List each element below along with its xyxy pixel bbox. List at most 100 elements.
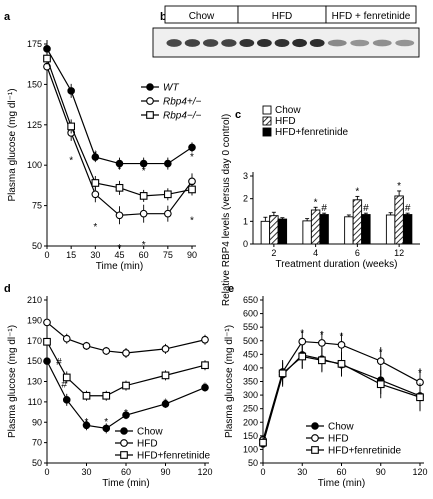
data-point-hfd-fenretinide [298, 352, 307, 361]
y-tick-label: 170 [27, 336, 42, 346]
x-tick-label: 6 [355, 248, 360, 258]
data-point-chow [43, 357, 51, 365]
y-tick-label: 300 [243, 390, 258, 400]
y-tick-label: 190 [27, 315, 42, 325]
legend-marker-chow [120, 427, 128, 435]
legend-marker-hfd [120, 439, 128, 447]
group-label-hfd: HFD [272, 11, 293, 22]
x-tick-label: 90 [376, 467, 386, 477]
bar-hfd-fenretinide [277, 218, 288, 245]
data-point-wt [188, 143, 196, 152]
legend-swatch-hfd-fenretinide [262, 127, 272, 137]
data-point-hfd-fenretinide [416, 393, 424, 402]
significance-marker: * [69, 156, 73, 167]
x-tick-label: 0 [260, 467, 265, 477]
y-axis-label: Relative RBP4 levels (versus day 0 contr… [221, 114, 232, 306]
data-point-wt [91, 153, 100, 161]
y-tick-label: 600 [243, 309, 258, 319]
y-tick-label: 50 [248, 458, 258, 468]
legend-label-hfd-fenretinide: HFD+fenretinide [275, 127, 349, 138]
legend-label-chow: Chow [275, 105, 301, 116]
data-point-hfd-fenretinide [43, 337, 51, 346]
data-point-hfd [201, 335, 209, 344]
y-tick-label: 110 [28, 397, 42, 407]
data-point-rbp4 [115, 211, 124, 220]
significance-marker: * [69, 90, 73, 101]
y-tick-label: 350 [243, 377, 258, 387]
legend-label-chow: Chow [328, 422, 354, 433]
bar-hfd [310, 209, 321, 245]
panel-letter-e: e [228, 283, 234, 295]
data-point-wt [139, 159, 148, 168]
data-point-hfd [82, 341, 91, 350]
panel-a-chart: 50 75 100 125 150 175 0 15 30 45 60 75 90 Time (min) P… [7, 39, 202, 272]
y-axis-label: Plasma glucose (mg dl⁻¹) [7, 325, 18, 438]
y-tick-label: 200 [243, 417, 258, 427]
significance-marker: * [418, 368, 422, 379]
data-point-rbp4 [139, 209, 148, 218]
bar-chow [344, 216, 354, 245]
y-tick-label: 50 [32, 241, 42, 251]
legend-label-wt: WT [163, 83, 179, 94]
y-tick-label: 450 [243, 349, 258, 359]
y-tick-label: 70 [32, 438, 42, 448]
y-tick-label: 150 [27, 79, 42, 89]
legend-label-rbp4: Rbp4+/− [163, 97, 202, 108]
blot-band [184, 39, 201, 47]
panel-e-chart: 50 100 150 200 250 300 350 400 450 500 550 600 650 0 3… [224, 295, 428, 489]
data-point-hfd [43, 318, 51, 327]
legend-label-hfd: HFD [275, 116, 296, 127]
y-axis-label: Plasma glucose (mg dl⁻¹) [224, 325, 235, 438]
significance-marker: # [363, 203, 369, 214]
significance-marker: * [118, 243, 122, 254]
bar-chow [260, 220, 271, 245]
data-point-wt [115, 159, 124, 168]
significance-marker: * [142, 240, 146, 251]
blot-band [350, 39, 370, 47]
blot-band [239, 38, 255, 48]
y-tick-label: 100 [243, 444, 258, 454]
x-tick-label: 2 [271, 248, 276, 258]
x-tick-label: 0 [44, 467, 49, 477]
x-tick-label: 15 [66, 250, 76, 260]
data-point-hfd-fenretinide [337, 359, 346, 368]
data-point-rbp4 [139, 192, 148, 200]
x-tick-label: 30 [297, 467, 307, 477]
data-point-hfd [102, 347, 111, 355]
x-tick-label: 75 [163, 250, 173, 260]
legend-marker-chow [311, 422, 319, 430]
bar-hfd [352, 199, 363, 245]
y-tick-label: 75 [32, 201, 42, 211]
blot-band [309, 38, 325, 48]
data-point-hfd-fenretinide [376, 380, 385, 389]
significance-marker: # [321, 203, 327, 214]
bar-hfd-fenretinide [319, 214, 329, 245]
data-point-rbp4 [43, 54, 51, 63]
panel-d-chart: 50 70 90 110 130 150 170 190 210 0 30 60 90 120 Time (… [7, 295, 213, 489]
bar-chow [385, 214, 396, 245]
data-point-rbp4 [91, 190, 100, 199]
bar-chow [302, 220, 312, 245]
data-point-hfd [122, 349, 130, 357]
significance-marker: * [93, 150, 97, 161]
x-tick-label: 90 [187, 250, 197, 260]
data-point-hfd-fenretinide [82, 391, 91, 400]
data-point-hfd-fenretinide [318, 356, 326, 365]
data-point-hfd-fenretinide [278, 369, 287, 378]
x-tick-label: 60 [336, 467, 346, 477]
x-tick-label: 45 [114, 250, 124, 260]
significance-marker: * [93, 222, 97, 233]
legend-label-hfd: HFD [328, 434, 349, 445]
data-point-hfd-fenretinide [62, 373, 71, 382]
significance-marker: * [203, 381, 207, 392]
blot-band [372, 39, 392, 47]
data-point-rbp4 [163, 190, 172, 199]
legend-marker-hfd-fenretinide [120, 451, 128, 459]
y-tick-label: 175 [27, 39, 42, 49]
legend-label-hfd: HFD [137, 439, 158, 450]
x-tick-label: 0 [44, 250, 49, 260]
significance-marker: * [397, 181, 401, 192]
data-point-rbp4 [91, 179, 100, 187]
x-tick-label: 60 [139, 250, 149, 260]
